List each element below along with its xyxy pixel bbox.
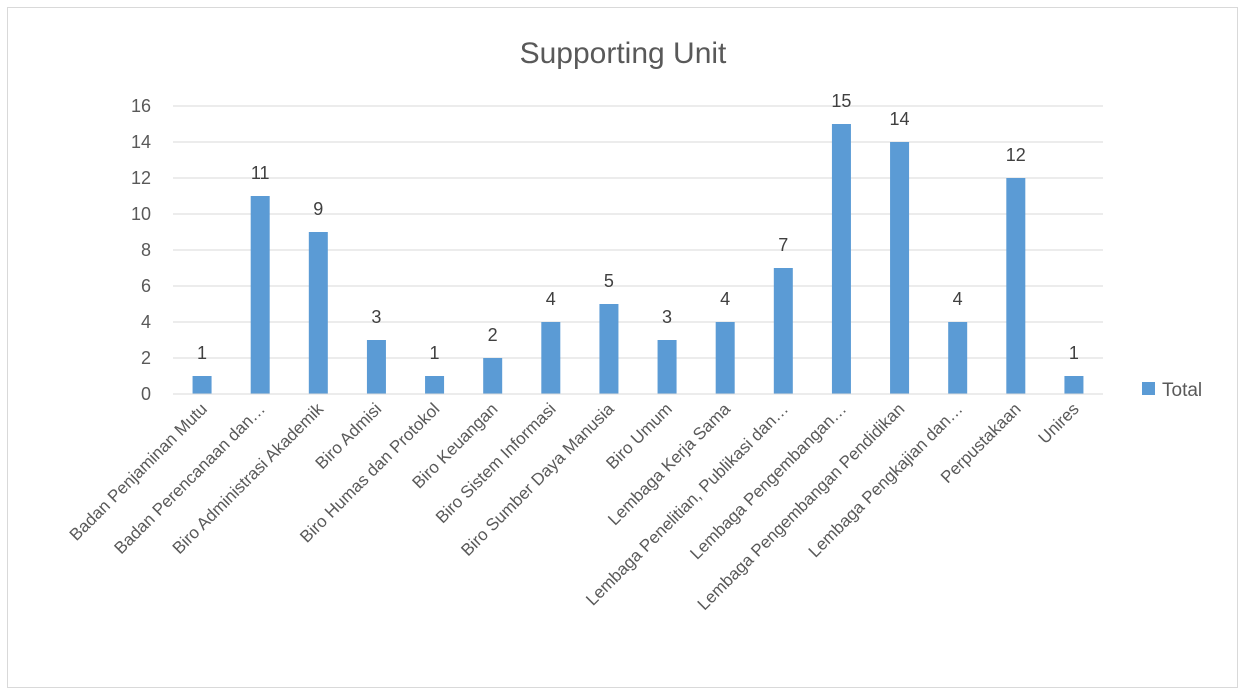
y-axis-ticks: 0 2 4 6 8 10 12 14 16 (131, 96, 151, 404)
bar (366, 340, 386, 394)
data-label: 4 (720, 289, 730, 309)
data-label: 3 (662, 307, 672, 327)
data-label: 5 (604, 271, 614, 291)
bar (541, 322, 561, 394)
data-label: 3 (371, 307, 381, 327)
bar (773, 268, 793, 394)
y-tick-label: 2 (141, 348, 151, 368)
data-label: 4 (546, 289, 556, 309)
gridlines (173, 105, 1103, 359)
bar (599, 304, 619, 394)
data-label: 11 (251, 163, 270, 183)
data-label: 1 (1069, 343, 1079, 363)
data-label: 4 (953, 289, 963, 309)
x-category-label: Lembaga Penelitian, Publikasi dan… (582, 399, 792, 609)
data-label: 15 (831, 91, 851, 111)
data-label: 2 (488, 325, 498, 345)
y-tick-label: 16 (131, 96, 151, 116)
data-label: 14 (890, 109, 910, 129)
bar (890, 142, 910, 394)
bar (1064, 376, 1084, 394)
bar (308, 232, 328, 394)
y-tick-label: 0 (141, 384, 151, 404)
legend-label-total: Total (1162, 380, 1202, 401)
chart-title: Supporting Unit (520, 37, 727, 70)
y-tick-label: 8 (141, 240, 151, 260)
data-label: 12 (1006, 145, 1026, 165)
y-tick-label: 14 (131, 132, 151, 152)
bar (948, 322, 968, 394)
bars (192, 124, 1084, 394)
y-tick-label: 4 (141, 312, 151, 332)
bar (192, 376, 212, 394)
data-label: 7 (778, 235, 788, 255)
data-label: 1 (197, 343, 207, 363)
bar (1006, 178, 1026, 394)
legend: Total (1142, 380, 1202, 401)
bar (657, 340, 677, 394)
bar (831, 124, 851, 394)
bar (250, 196, 270, 394)
y-tick-label: 6 (141, 276, 151, 296)
x-category-label: Lembaga Pengembangan Pendidikan (694, 399, 909, 614)
bar (425, 376, 445, 394)
y-tick-label: 12 (131, 168, 151, 188)
chart-frame (7, 7, 1238, 688)
bar (715, 322, 735, 394)
bar (483, 358, 503, 394)
data-label: 9 (313, 199, 323, 219)
x-category-label: Unires (1035, 399, 1083, 447)
legend-swatch-total (1142, 382, 1155, 395)
data-label: 1 (430, 343, 440, 363)
y-tick-label: 10 (131, 204, 151, 224)
